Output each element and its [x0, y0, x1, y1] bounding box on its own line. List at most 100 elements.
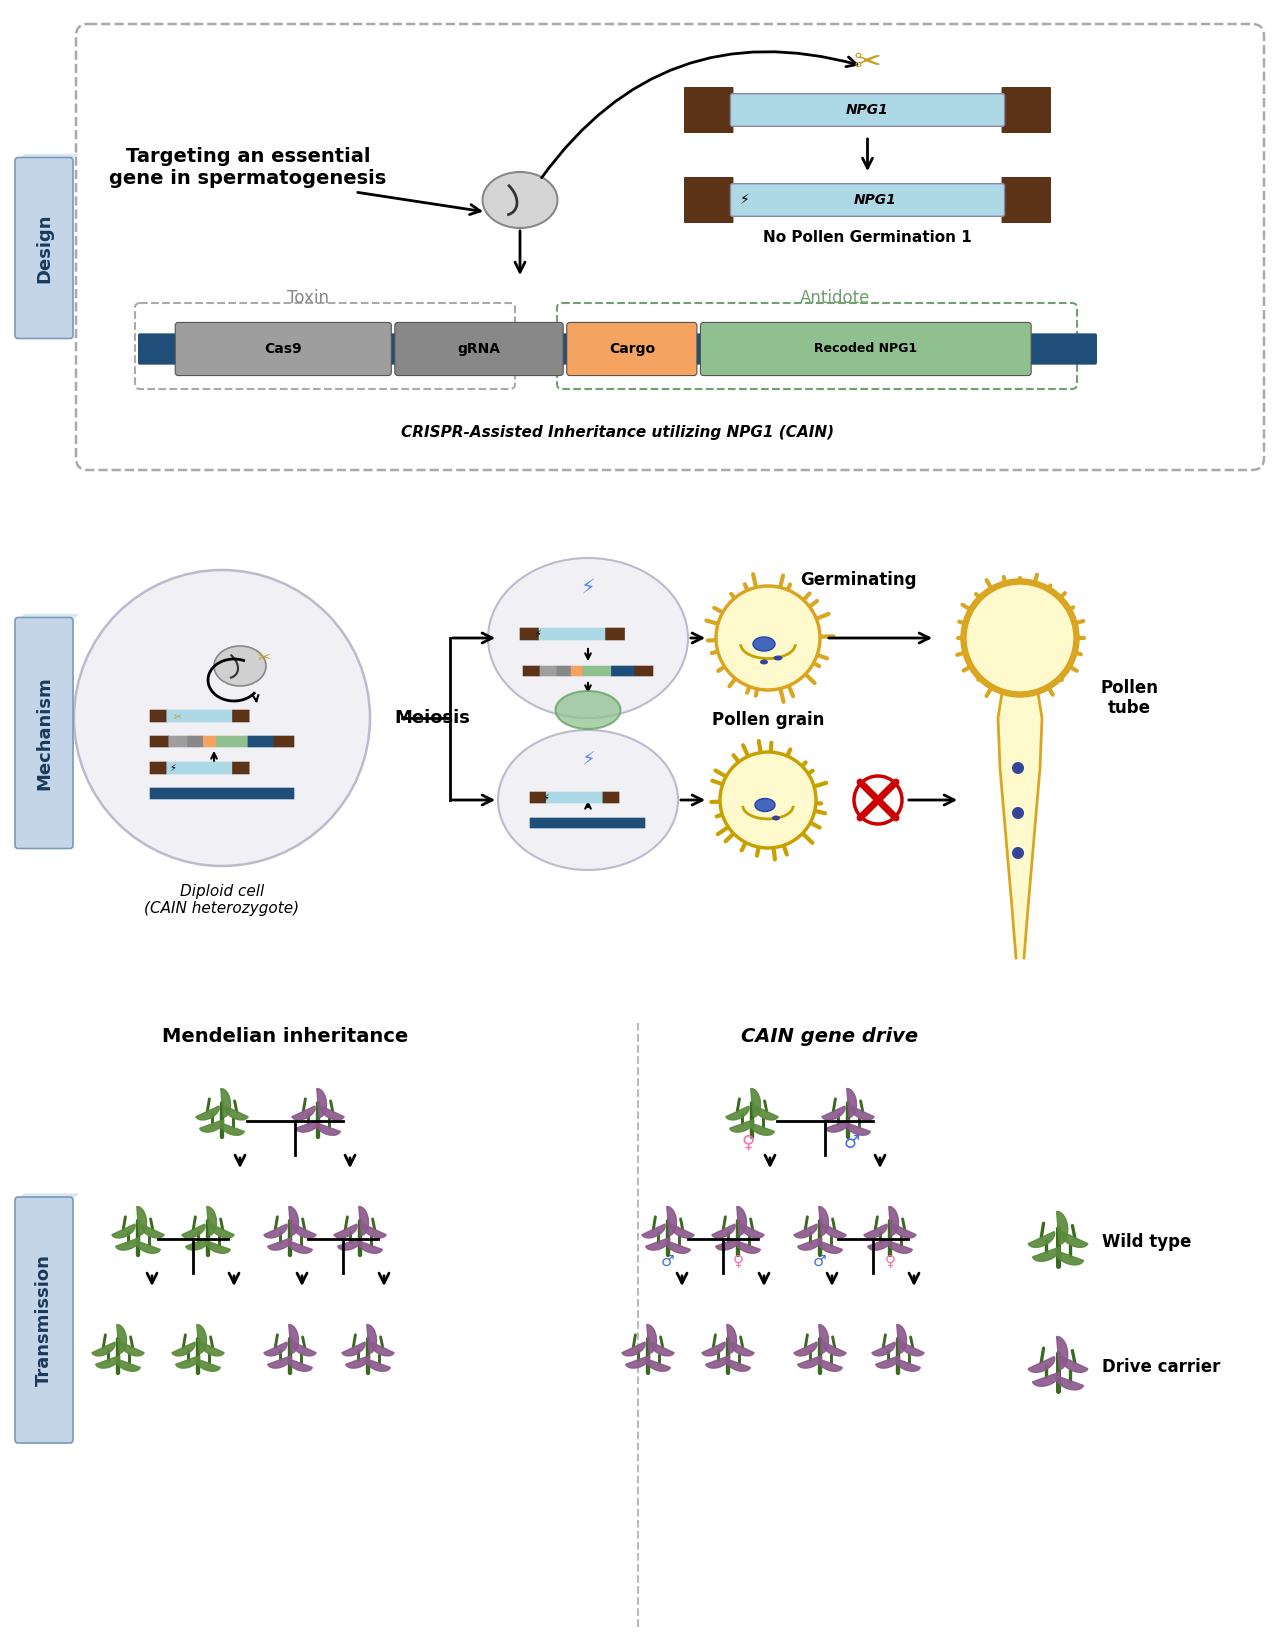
Polygon shape: [741, 1224, 764, 1237]
FancyBboxPatch shape: [1001, 177, 1051, 223]
Polygon shape: [872, 1341, 895, 1356]
Circle shape: [1012, 762, 1024, 775]
Polygon shape: [289, 1206, 298, 1236]
FancyBboxPatch shape: [232, 762, 250, 775]
Polygon shape: [18, 155, 78, 160]
Polygon shape: [893, 1224, 916, 1237]
Text: Drive carrier: Drive carrier: [1102, 1358, 1220, 1376]
FancyBboxPatch shape: [274, 735, 294, 747]
Polygon shape: [172, 1341, 195, 1356]
Polygon shape: [846, 1123, 870, 1135]
Text: CAIN gene drive: CAIN gene drive: [741, 1026, 919, 1046]
Polygon shape: [868, 1237, 892, 1251]
Polygon shape: [371, 1341, 394, 1356]
Text: ⚡: ⚡: [581, 750, 595, 770]
Polygon shape: [851, 1107, 874, 1120]
Polygon shape: [736, 1241, 760, 1254]
Polygon shape: [1056, 1376, 1084, 1389]
Text: Wild type: Wild type: [1102, 1232, 1192, 1251]
Polygon shape: [206, 1241, 230, 1254]
Text: No Pollen Germination 1: No Pollen Germination 1: [763, 231, 972, 246]
Text: ⚡: ⚡: [581, 578, 595, 598]
Polygon shape: [182, 1224, 205, 1237]
Polygon shape: [288, 1241, 312, 1254]
Polygon shape: [268, 1356, 292, 1368]
FancyBboxPatch shape: [603, 791, 620, 803]
Text: ⚡: ⚡: [170, 763, 177, 773]
FancyBboxPatch shape: [540, 666, 557, 676]
Polygon shape: [1056, 1211, 1068, 1244]
Polygon shape: [823, 1224, 846, 1237]
Polygon shape: [264, 1224, 287, 1237]
FancyBboxPatch shape: [582, 666, 612, 676]
FancyBboxPatch shape: [731, 183, 1005, 216]
Polygon shape: [730, 1120, 754, 1132]
Polygon shape: [316, 1123, 340, 1135]
Text: ✂: ✂: [257, 651, 270, 666]
FancyBboxPatch shape: [76, 25, 1265, 471]
FancyBboxPatch shape: [611, 666, 635, 676]
Circle shape: [963, 580, 1078, 695]
Polygon shape: [321, 1107, 344, 1120]
Polygon shape: [366, 1360, 390, 1371]
FancyBboxPatch shape: [731, 94, 1005, 126]
Polygon shape: [18, 615, 78, 621]
FancyBboxPatch shape: [175, 322, 392, 375]
FancyBboxPatch shape: [150, 788, 294, 800]
Polygon shape: [1056, 1336, 1068, 1370]
Polygon shape: [1033, 1373, 1060, 1386]
Text: Cargo: Cargo: [609, 342, 655, 355]
Polygon shape: [712, 1224, 735, 1237]
Polygon shape: [116, 1325, 127, 1353]
Text: Antidote: Antidote: [800, 289, 870, 307]
Ellipse shape: [760, 659, 768, 664]
Polygon shape: [646, 1360, 671, 1371]
Polygon shape: [897, 1325, 906, 1353]
FancyBboxPatch shape: [557, 666, 571, 676]
Text: Design: Design: [35, 213, 52, 282]
FancyBboxPatch shape: [247, 735, 274, 747]
FancyBboxPatch shape: [1001, 88, 1051, 134]
Polygon shape: [211, 1224, 234, 1237]
Text: ♂: ♂: [662, 1254, 675, 1269]
FancyBboxPatch shape: [150, 735, 169, 747]
Text: ✂: ✂: [854, 46, 882, 79]
Polygon shape: [888, 1241, 913, 1254]
Text: Meiosis: Meiosis: [394, 709, 470, 727]
Circle shape: [1012, 806, 1024, 819]
Polygon shape: [18, 1194, 26, 1441]
FancyBboxPatch shape: [684, 177, 733, 223]
FancyBboxPatch shape: [15, 157, 73, 339]
Polygon shape: [120, 1341, 145, 1356]
Polygon shape: [1056, 1251, 1084, 1265]
Text: Toxin: Toxin: [287, 289, 329, 307]
Polygon shape: [18, 155, 26, 335]
Text: ✂: ✂: [174, 710, 182, 720]
Polygon shape: [137, 1206, 146, 1236]
Polygon shape: [141, 1224, 164, 1237]
FancyBboxPatch shape: [545, 791, 603, 803]
Ellipse shape: [488, 558, 689, 719]
Text: NPG1: NPG1: [846, 102, 888, 117]
Polygon shape: [864, 1224, 887, 1237]
Text: CRISPR-Assisted Inheritance utilizing NPG1 (CAIN): CRISPR-Assisted Inheritance utilizing NP…: [402, 425, 835, 439]
Polygon shape: [358, 1206, 369, 1236]
FancyBboxPatch shape: [530, 818, 645, 828]
Polygon shape: [268, 1237, 292, 1251]
FancyBboxPatch shape: [232, 710, 250, 722]
Polygon shape: [822, 1107, 845, 1120]
FancyBboxPatch shape: [150, 762, 166, 775]
FancyBboxPatch shape: [635, 666, 653, 676]
Text: Mendelian inheritance: Mendelian inheritance: [161, 1026, 408, 1046]
Circle shape: [719, 752, 817, 847]
Text: Diploid cell
(CAIN heterozygote): Diploid cell (CAIN heterozygote): [145, 884, 300, 917]
Text: ♂: ♂: [813, 1254, 827, 1269]
FancyBboxPatch shape: [166, 710, 233, 722]
FancyBboxPatch shape: [15, 618, 73, 849]
Polygon shape: [296, 1120, 320, 1132]
Polygon shape: [201, 1341, 224, 1356]
FancyBboxPatch shape: [530, 791, 547, 803]
Polygon shape: [755, 1107, 778, 1120]
Polygon shape: [175, 1356, 200, 1368]
Text: Transmission: Transmission: [35, 1254, 52, 1386]
